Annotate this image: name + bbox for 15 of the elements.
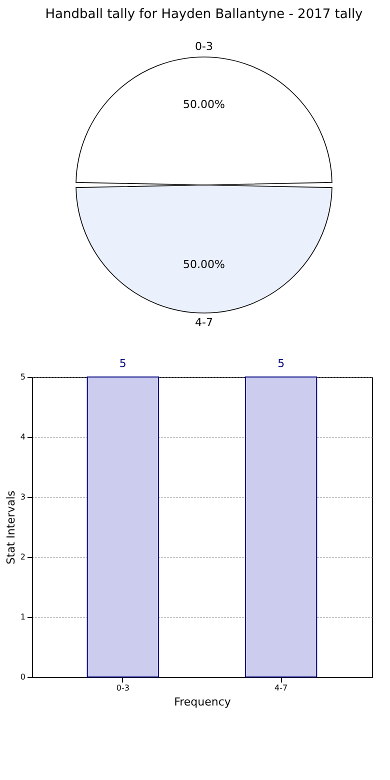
data-label: 5: [119, 357, 126, 370]
data-label: 50.00%: [183, 258, 225, 271]
y-tick-label: 0: [20, 672, 26, 682]
data-label: 50.00%: [183, 98, 225, 111]
slice-label: 4-7: [195, 316, 213, 329]
y-tick-label: 3: [20, 492, 26, 502]
chart-title: Handball tally for Hayden Ballantyne - 2017 tally: [45, 7, 364, 22]
data-label: 5: [278, 357, 285, 370]
x-axis-title: Frequency: [174, 696, 232, 708]
y-tick-label: 2: [20, 552, 26, 562]
y-tick-label: 4: [20, 432, 26, 442]
slice-label: 0-3: [195, 40, 213, 53]
y-tick-label: 5: [20, 372, 26, 382]
y-tick-label: 1: [20, 612, 26, 622]
y-axis-title: Stat Intervals: [4, 490, 18, 564]
